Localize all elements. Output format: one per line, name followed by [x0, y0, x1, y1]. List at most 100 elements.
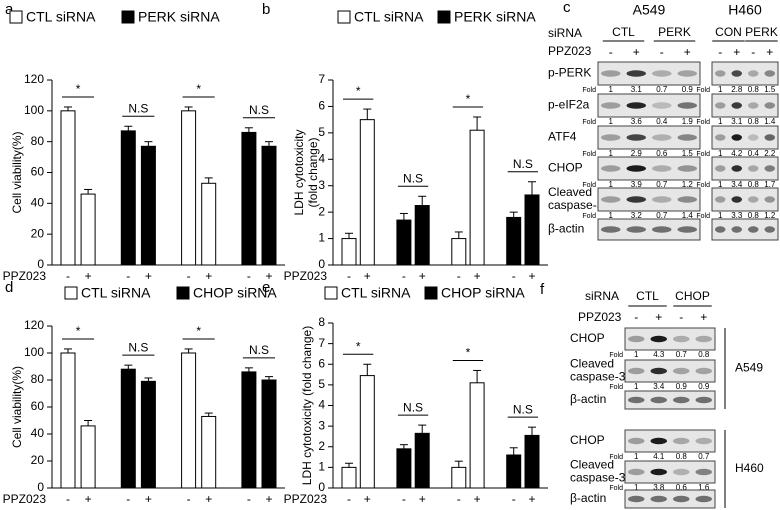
fold-value: 1	[718, 149, 723, 158]
band	[628, 495, 645, 503]
fold-value: 1.2	[764, 211, 776, 220]
x-tick-label: -	[126, 269, 130, 283]
y-tick-label: 4	[318, 398, 325, 412]
treatment-sign: +	[684, 45, 691, 59]
treatment-sign: -	[679, 310, 683, 324]
y-tick-label: 80	[31, 134, 45, 148]
band	[764, 102, 775, 109]
group-label: CHOP	[675, 289, 710, 303]
cell-line-label: A549	[633, 2, 666, 18]
y-tick-label: 3	[318, 418, 325, 432]
fold-value: 0.9	[682, 85, 694, 94]
panel-label: f	[540, 281, 545, 298]
band	[695, 495, 712, 503]
x-tick-label: +	[474, 269, 481, 283]
x-tick-label: -	[402, 269, 406, 283]
fold-value: 4.3	[653, 350, 665, 359]
bar	[181, 352, 197, 489]
legend-swatch	[176, 286, 190, 300]
band	[715, 196, 726, 203]
legend-label: PERK siRNA	[454, 9, 536, 25]
band	[626, 226, 646, 233]
significance-label: N.S	[513, 157, 533, 171]
panel-label: c	[563, 0, 571, 16]
bar	[140, 380, 156, 489]
fold-value: 0.8	[748, 211, 760, 220]
band	[715, 226, 726, 233]
band	[731, 70, 742, 77]
group-label: CON	[715, 25, 742, 39]
bar	[524, 194, 540, 266]
fold-value: 0.8	[748, 85, 760, 94]
x-tick-label: -	[457, 269, 461, 283]
band	[628, 437, 645, 445]
blot-strip	[597, 61, 701, 86]
treatment-sign: -	[718, 45, 722, 59]
x-tick-label: +	[85, 269, 92, 283]
fold-value: 0.7	[656, 180, 668, 189]
significance-label: N.S	[128, 340, 148, 354]
band	[652, 165, 672, 172]
band	[764, 165, 775, 172]
fold-label: Fold	[609, 352, 623, 359]
fold-label: Fold	[582, 213, 596, 220]
group-label: PERK	[745, 25, 778, 39]
y-tick-label: 120	[24, 318, 44, 332]
band	[673, 396, 690, 404]
band	[731, 134, 742, 141]
y-tick-label: 0	[37, 257, 44, 271]
fold-value: 3.4	[653, 382, 665, 391]
legend-label: PERK siRNA	[138, 9, 220, 25]
y-tick-label: 60	[31, 165, 45, 179]
fold-value: 3.8	[653, 483, 665, 492]
x-tick-label: +	[205, 269, 212, 283]
y-axis-label: (fold change)	[306, 137, 320, 207]
fold-value: 1	[634, 483, 639, 492]
x-tick-label: +	[145, 269, 152, 283]
significance-label: N.S	[249, 103, 269, 117]
legend-swatch	[424, 286, 438, 300]
fold-value: 3.3	[731, 211, 743, 220]
fold-value: 1.6	[698, 483, 710, 492]
blot-strip	[711, 93, 779, 118]
significance-label: *	[76, 324, 81, 338]
y-tick-label: 6	[318, 356, 325, 370]
panel-label: d	[5, 279, 13, 296]
fold-value: 0.6	[676, 483, 688, 492]
fold-value: 1.2	[682, 180, 694, 189]
fold-label: Fold	[582, 151, 596, 158]
x-axis-label: PPZ023	[3, 269, 47, 283]
legend-swatch	[437, 10, 451, 24]
band	[650, 335, 667, 343]
fold-value: 3.9	[631, 180, 643, 189]
band	[601, 102, 621, 109]
legend-swatch	[324, 286, 338, 300]
blot-strip	[624, 429, 716, 453]
row-label: caspase-3	[548, 198, 604, 212]
significance-label: N.S	[403, 171, 423, 185]
bar	[451, 238, 467, 266]
row-label: p-eIF2a	[548, 98, 590, 112]
treatment-label: PPZ023	[548, 44, 592, 58]
band	[628, 335, 645, 343]
blot-strip	[711, 218, 779, 241]
y-tick-label: 80	[31, 372, 45, 386]
y-tick-label: 0	[37, 480, 44, 494]
band	[677, 102, 697, 109]
band	[626, 134, 646, 141]
legend-label: CHOP siRNA	[193, 285, 277, 301]
fold-value: 1.5	[682, 149, 694, 158]
bar	[396, 448, 412, 489]
group-label: CTL	[636, 289, 659, 303]
fold-value: 3.1	[631, 85, 643, 94]
band	[601, 226, 621, 233]
band	[695, 335, 712, 343]
fold-label: Fold	[609, 384, 623, 391]
band	[748, 196, 759, 203]
x-tick-label: -	[187, 269, 191, 283]
fold-value: 2.8	[731, 85, 743, 94]
y-tick-label: 5	[318, 125, 325, 139]
bar	[506, 454, 522, 489]
band	[677, 134, 697, 141]
y-tick-label: 20	[31, 226, 45, 240]
